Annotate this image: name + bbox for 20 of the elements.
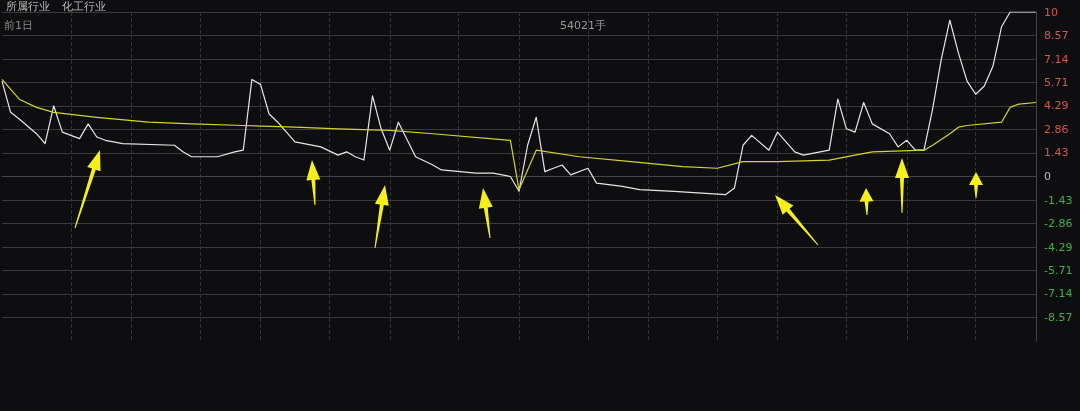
y-tick-label: -2.86 (1044, 217, 1073, 231)
y-tick-label: -1.43 (1044, 193, 1073, 207)
annotation: 前1日 (4, 19, 33, 32)
y-tick-label: -8.57 (1044, 310, 1073, 324)
y-tick-label: 7.14 (1044, 52, 1069, 66)
y-tick-label: -5.71 (1044, 263, 1073, 277)
annotation: 54021手 (560, 19, 606, 32)
y-tick-label: 10 (1044, 5, 1058, 19)
annotation: 所属行业 (6, 0, 50, 13)
y-tick-label: 0 (1044, 170, 1051, 183)
y-tick-label: 5.71 (1044, 76, 1069, 90)
y-tick-label: 8.57 (1044, 29, 1069, 43)
y-tick-label: 1.43 (1044, 146, 1069, 160)
y-tick-label: -7.14 (1044, 287, 1073, 301)
line-series (1, 78, 1037, 191)
y-tick-label: 2.86 (1044, 122, 1069, 136)
line-series (1, 11, 1037, 196)
y-tick-label: -4.29 (1044, 240, 1073, 254)
y-tick-label: 4.29 (1044, 99, 1069, 113)
annotation: 化工行业 (62, 0, 106, 13)
